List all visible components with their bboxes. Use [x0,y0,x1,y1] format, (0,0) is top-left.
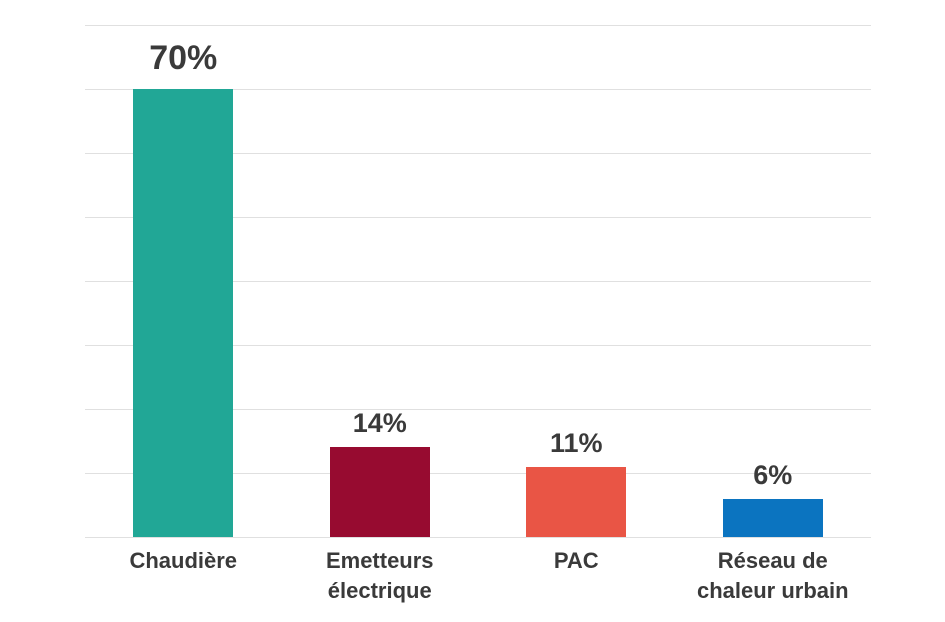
gridline-30-percent [85,345,871,346]
category-label-line: Réseau de [717,548,828,573]
value-label-emetteurs-electrique: 14% [352,408,407,439]
category-label-emetteurs-electrique: Emetteurs électrique [326,546,434,606]
gridline-20-percent [85,409,871,410]
bar-reseau-de-chaleur-urbain [722,498,823,537]
category-label-line: chaleur urbain [696,578,849,603]
category-label-pac: PAC [554,546,599,576]
bar-chaudiere [133,89,234,537]
value-label-reseau-de-chaleur-urbain: 6% [753,459,793,490]
gridline-10-percent [85,473,871,474]
category-label-line: Chaudière [129,548,238,573]
bar-pac [526,466,627,537]
bar-emetteurs-electrique [329,447,430,537]
gridline-80-percent [85,25,871,26]
gridline-0-percent [85,537,871,538]
gridline-40-percent [85,281,871,282]
gridline-70-percent [85,89,871,90]
category-label-line: électrique [327,578,432,603]
value-label-chaudiere: 70% [149,39,218,77]
gridline-60-percent [85,153,871,154]
category-label-line: PAC [553,548,599,573]
category-label-chaudiere: Chaudière [129,546,237,576]
category-label-reseau-de-chaleur-urbain: Réseau de chaleur urbain [697,546,849,606]
gridline-50-percent [85,217,871,218]
value-label-pac: 11% [549,427,603,458]
category-label-line: Emetteurs [325,548,434,573]
